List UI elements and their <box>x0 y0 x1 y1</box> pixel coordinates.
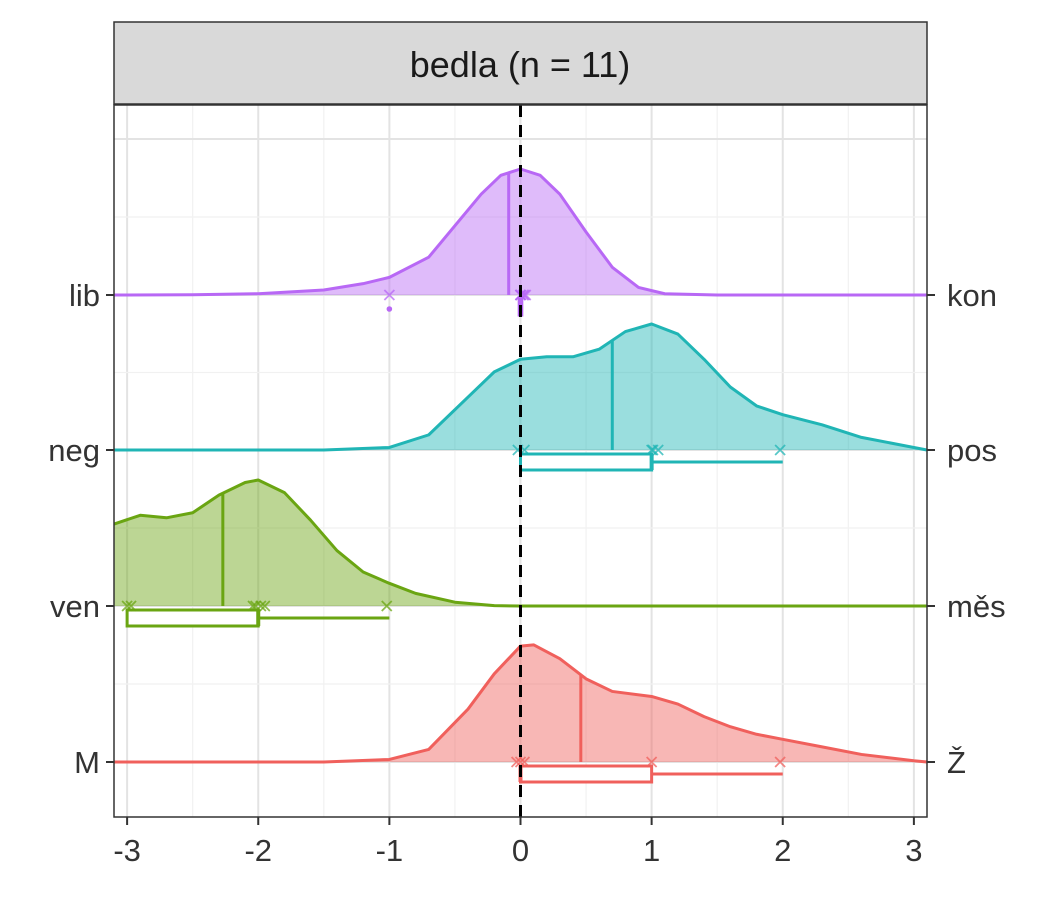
x-tick-label: 2 <box>774 833 791 868</box>
data-point <box>255 600 267 612</box>
data-point <box>125 600 137 612</box>
box-iqr <box>125 608 260 628</box>
box-outlier <box>386 306 393 312</box>
y-label-left: lib <box>69 278 100 313</box>
y-label-right: měs <box>947 589 1006 624</box>
data-point <box>647 444 659 456</box>
data-point <box>249 600 262 612</box>
data-point <box>774 756 786 768</box>
row-2 <box>113 478 927 628</box>
data-point <box>381 600 393 612</box>
data-point <box>645 756 658 768</box>
x-tick-label: 0 <box>512 833 529 868</box>
y-label-left: ven <box>50 589 100 624</box>
x-tick-label: 3 <box>905 833 922 868</box>
y-label-right: pos <box>947 433 997 468</box>
density-line <box>113 167 927 297</box>
x-tick-label: -3 <box>113 833 141 868</box>
x-tick-label: -1 <box>376 833 404 868</box>
row-3 <box>114 643 928 784</box>
y-label-right: kon <box>947 278 997 313</box>
data-point <box>514 756 527 768</box>
chart-title: bedla (n = 11) <box>410 44 630 85</box>
density-line <box>113 478 927 608</box>
y-label-left: neg <box>48 433 100 468</box>
density-fill <box>114 644 927 762</box>
axes-layer: -3 -2 -1 0 1 2 3 lib kon neg pos ven měs M Ž <box>48 278 1005 868</box>
density-line <box>114 322 928 452</box>
data-point <box>520 289 532 301</box>
box-iqr <box>519 764 654 784</box>
data-point <box>259 600 271 612</box>
density-line <box>114 643 928 764</box>
box-iqr <box>519 452 654 472</box>
data-point <box>383 289 396 301</box>
y-label-right: Ž <box>947 745 966 780</box>
y-label-left: M <box>74 745 100 780</box>
data-point <box>652 444 664 456</box>
data-point <box>121 600 133 612</box>
density-fill <box>114 480 927 606</box>
strip-background <box>113 21 928 105</box>
x-tick-label: -2 <box>244 833 272 868</box>
data-point <box>774 444 786 456</box>
x-tick-label: 1 <box>643 833 660 868</box>
